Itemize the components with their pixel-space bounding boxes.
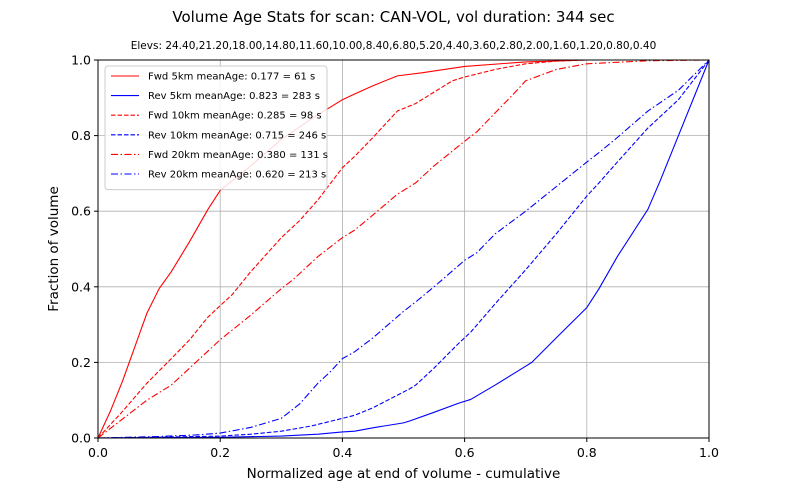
x-tick-label: 0.2 (210, 445, 230, 460)
y-tick-label: 0.8 (71, 128, 91, 143)
chart-subtitle: Elevs: 24.40,21.20,18.00,14.80,11.60,10.… (130, 40, 657, 52)
legend-label: Rev 10km meanAge: 0.715 = 246 s (148, 130, 326, 141)
x-tick-label: 0.8 (577, 445, 597, 460)
chart-title: Volume Age Stats for scan: CAN-VOL, vol … (172, 8, 615, 26)
series-line-2 (97, 59, 709, 439)
y-tick-label: 0.2 (71, 355, 91, 370)
series-lines (97, 59, 710, 439)
y-tick-label: 0.4 (71, 279, 91, 294)
x-axis-label: Normalized age at end of volume - cumula… (247, 466, 561, 482)
y-axis-label: Fraction of volume (46, 186, 62, 312)
legend: Fwd 5km meanAge: 0.177 = 61 s Rev 5km mea… (104, 65, 328, 191)
legend-label: Fwd 10km meanAge: 0.285 = 98 s (148, 111, 322, 122)
x-tick-label: 0.4 (332, 445, 352, 460)
series-line-4 (97, 59, 710, 439)
legend-box (104, 65, 328, 191)
plot-frame (97, 59, 710, 439)
series-line-1 (97, 59, 710, 439)
y-tick-label: 0.0 (71, 431, 91, 446)
y-tick-label: 1.0 (71, 53, 91, 68)
series-line-3 (97, 59, 710, 439)
series-line-5 (97, 59, 710, 439)
legend-label: Fwd 20km meanAge: 0.380 = 131 s (148, 150, 328, 161)
x-tick-label: 1.0 (699, 445, 719, 460)
axis-ticks: 0.0 0.2 0.4 0.6 0.8 1.0 0.0 0.2 0.4 0.6 0.8 1.0 (71, 53, 719, 461)
x-tick-label: 0.0 (88, 445, 108, 460)
y-tick-label: 0.6 (71, 204, 91, 219)
x-tick-label: 0.6 (455, 445, 475, 460)
legend-label: Fwd 5km meanAge: 0.177 = 61 s (148, 72, 315, 83)
legend-label: Rev 5km meanAge: 0.823 = 283 s (148, 91, 320, 102)
legend-label: Rev 20km meanAge: 0.620 = 213 s (148, 170, 326, 181)
